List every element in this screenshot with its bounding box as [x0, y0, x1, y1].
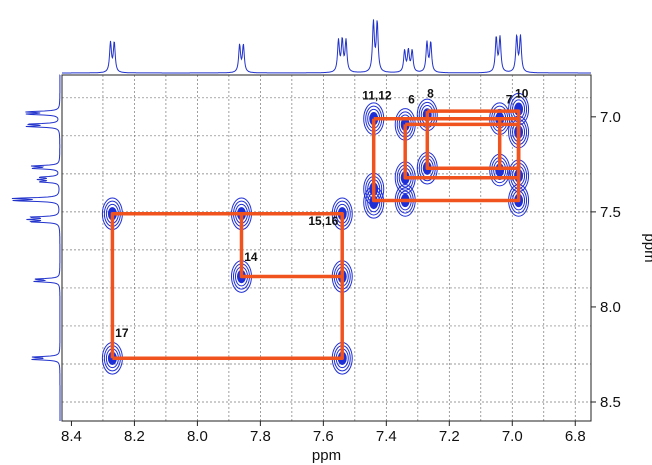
- x-tick-label: 7.6: [313, 428, 334, 445]
- peak-label: 15,16: [308, 214, 338, 228]
- y-tick-label: 7.5: [600, 204, 621, 221]
- peak-label: 14: [244, 250, 258, 264]
- peak-labels: 11,12 6 8 7 10 15,16 14 17: [115, 87, 529, 341]
- left-1d-spectrum: [11, 74, 61, 421]
- y-tick-label: 7.0: [600, 109, 621, 126]
- peak-label: 17: [115, 326, 129, 340]
- correlation-path: [403, 122, 521, 180]
- x-tick-label: 7.2: [439, 428, 460, 445]
- x-tick-label: 8.2: [124, 428, 145, 445]
- x-tick-label: 7.4: [376, 428, 397, 445]
- correlation-path: [371, 116, 521, 203]
- peak-label: 8: [427, 87, 434, 101]
- peak-label: 6: [408, 92, 415, 106]
- peak-label: 7: [506, 92, 513, 106]
- correlation-path: [425, 109, 521, 170]
- x-axis-ticks: 8.4 8.2 8.0 7.8 7.6 7.4 7.2 7.0 6.8: [61, 421, 586, 445]
- x-tick-label: 8.4: [61, 428, 82, 445]
- y-axis-ticks: 7.0 7.5 8.0 8.5: [591, 109, 621, 411]
- grid-lines: [62, 75, 591, 421]
- y-tick-label: 8.0: [600, 299, 621, 316]
- top-spectrum-trace: [62, 19, 591, 74]
- peak-label: 10: [515, 87, 529, 101]
- x-tick-label: 6.8: [565, 428, 586, 445]
- correlation-path: [110, 212, 344, 361]
- plot-frame: [61, 74, 592, 422]
- x-tick-label: 8.0: [187, 428, 208, 445]
- x-tick-label: 7.8: [250, 428, 271, 445]
- y-tick-label: 8.5: [600, 394, 621, 411]
- correlation-paths: [110, 109, 521, 361]
- x-tick-label: 7.0: [502, 428, 523, 445]
- x-axis-title: ppm: [312, 447, 341, 464]
- correlation-path: [239, 213, 343, 279]
- top-1d-spectrum: [62, 19, 591, 74]
- peak-label: 11,12: [362, 89, 392, 103]
- left-spectrum-trace: [11, 74, 61, 421]
- y-axis-title: ppm: [641, 233, 652, 262]
